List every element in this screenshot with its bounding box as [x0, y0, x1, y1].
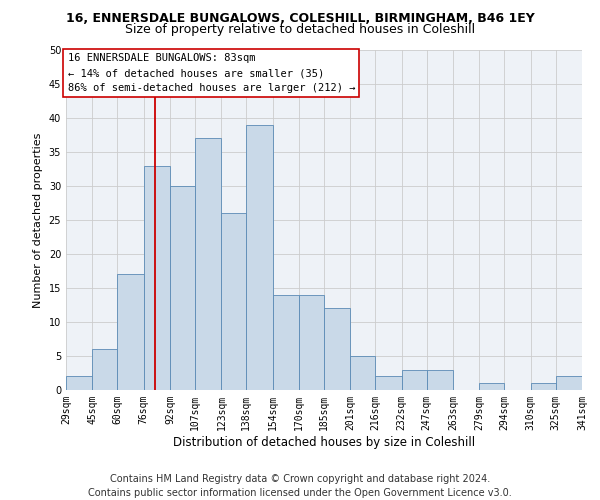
Bar: [375, 376, 402, 390]
Text: Size of property relative to detached houses in Coleshill: Size of property relative to detached ho…: [125, 22, 475, 36]
Bar: [66, 376, 92, 390]
Bar: [117, 274, 144, 390]
Bar: [92, 349, 117, 390]
Bar: [144, 166, 170, 390]
Bar: [350, 356, 375, 390]
Bar: [479, 383, 504, 390]
Y-axis label: Number of detached properties: Number of detached properties: [33, 132, 43, 308]
Bar: [170, 186, 195, 390]
Bar: [195, 138, 221, 390]
Bar: [324, 308, 350, 390]
Bar: [402, 370, 427, 390]
Bar: [221, 213, 246, 390]
Bar: [556, 376, 582, 390]
Text: 16, ENNERSDALE BUNGALOWS, COLESHILL, BIRMINGHAM, B46 1EY: 16, ENNERSDALE BUNGALOWS, COLESHILL, BIR…: [65, 12, 535, 24]
Text: Contains HM Land Registry data © Crown copyright and database right 2024.
Contai: Contains HM Land Registry data © Crown c…: [88, 474, 512, 498]
Bar: [273, 295, 299, 390]
Bar: [246, 125, 273, 390]
Text: 16 ENNERSDALE BUNGALOWS: 83sqm
← 14% of detached houses are smaller (35)
86% of : 16 ENNERSDALE BUNGALOWS: 83sqm ← 14% of …: [68, 54, 355, 93]
X-axis label: Distribution of detached houses by size in Coleshill: Distribution of detached houses by size …: [173, 436, 475, 448]
Bar: [531, 383, 556, 390]
Bar: [427, 370, 453, 390]
Bar: [299, 295, 324, 390]
